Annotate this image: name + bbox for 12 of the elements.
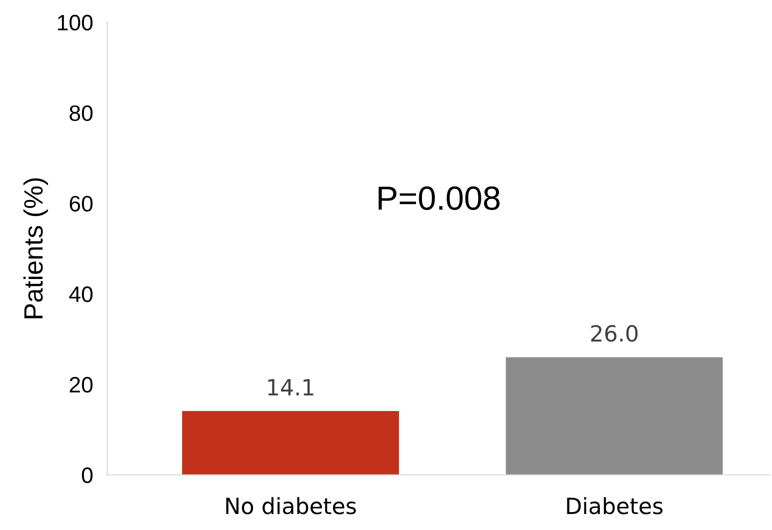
x-tick-label: No diabetes (226, 497, 356, 514)
data-label: 26.0 (591, 324, 638, 342)
y-tick-label: 100 (58, 14, 93, 31)
y-tick-label: 60 (70, 196, 93, 212)
y-tick-label: 80 (70, 105, 93, 122)
y-axis-title: Patients (%) (23, 178, 48, 318)
annotation: P=0.008 (378, 186, 500, 210)
data-label: 14.1 (268, 379, 314, 396)
y-tick-label: 0 (82, 467, 93, 484)
y-tick-label: 40 (69, 286, 93, 302)
x-tick-label: Diabetes (567, 497, 663, 514)
y-tick-label: 20 (70, 376, 93, 393)
